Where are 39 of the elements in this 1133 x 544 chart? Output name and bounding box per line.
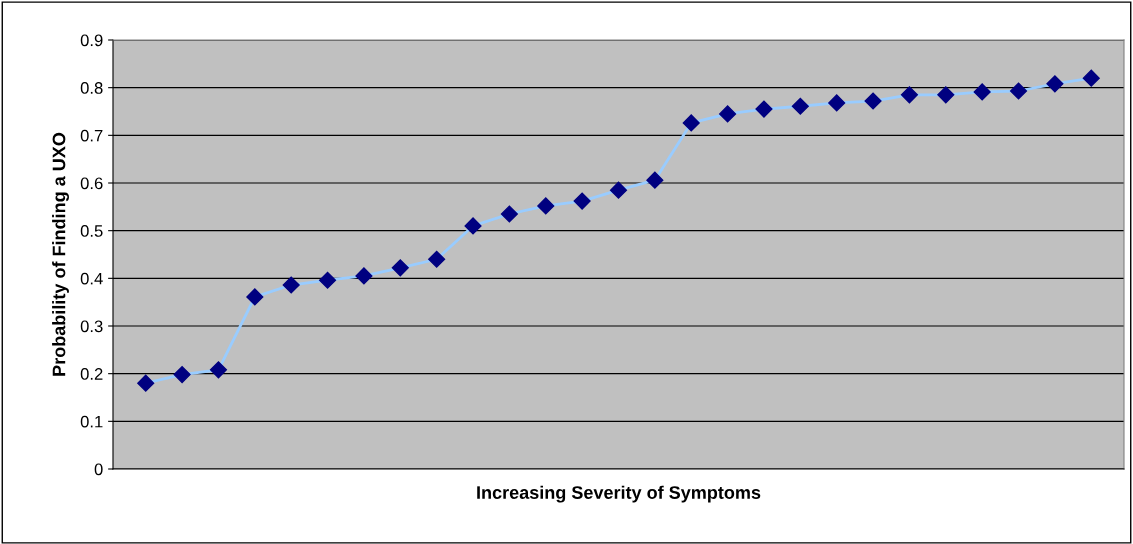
y-tick-label: 0.4	[80, 272, 103, 285]
point	[137, 374, 155, 392]
y-tick-label: 0.7	[80, 129, 103, 142]
point	[973, 83, 991, 101]
point	[900, 86, 918, 104]
point	[1009, 82, 1028, 100]
point	[246, 288, 264, 306]
point	[173, 366, 191, 384]
point	[682, 114, 700, 132]
point	[282, 276, 300, 294]
point	[1082, 69, 1100, 87]
x-axis-title: Increasing Severity of Symptoms	[477, 485, 761, 503]
point	[573, 192, 591, 210]
point	[755, 100, 773, 118]
point	[209, 361, 228, 379]
y-tick-label: 0.5	[80, 225, 103, 237]
y-tick-label: 0.2	[80, 368, 103, 380]
point	[537, 197, 555, 215]
point	[500, 205, 518, 223]
point	[1046, 75, 1064, 93]
y-tick-label: 0.3	[80, 320, 103, 333]
point	[391, 259, 409, 277]
y-tick-label: 0.6	[80, 177, 103, 190]
y-tick-label: 0.8	[80, 82, 103, 94]
point	[646, 171, 664, 189]
point	[828, 94, 846, 112]
point	[791, 97, 809, 115]
point	[319, 271, 337, 289]
point	[937, 86, 955, 104]
point	[719, 105, 737, 123]
point	[864, 92, 882, 110]
point	[428, 250, 446, 268]
point	[464, 217, 482, 235]
y-tick-label: 0.1	[80, 415, 103, 428]
point	[609, 181, 628, 199]
y-axis-title: Probability of Finding a UXO	[52, 132, 69, 376]
point	[355, 267, 373, 285]
y-tick-label: 0.9	[80, 34, 103, 47]
y-tick-label: 0	[94, 463, 103, 476]
